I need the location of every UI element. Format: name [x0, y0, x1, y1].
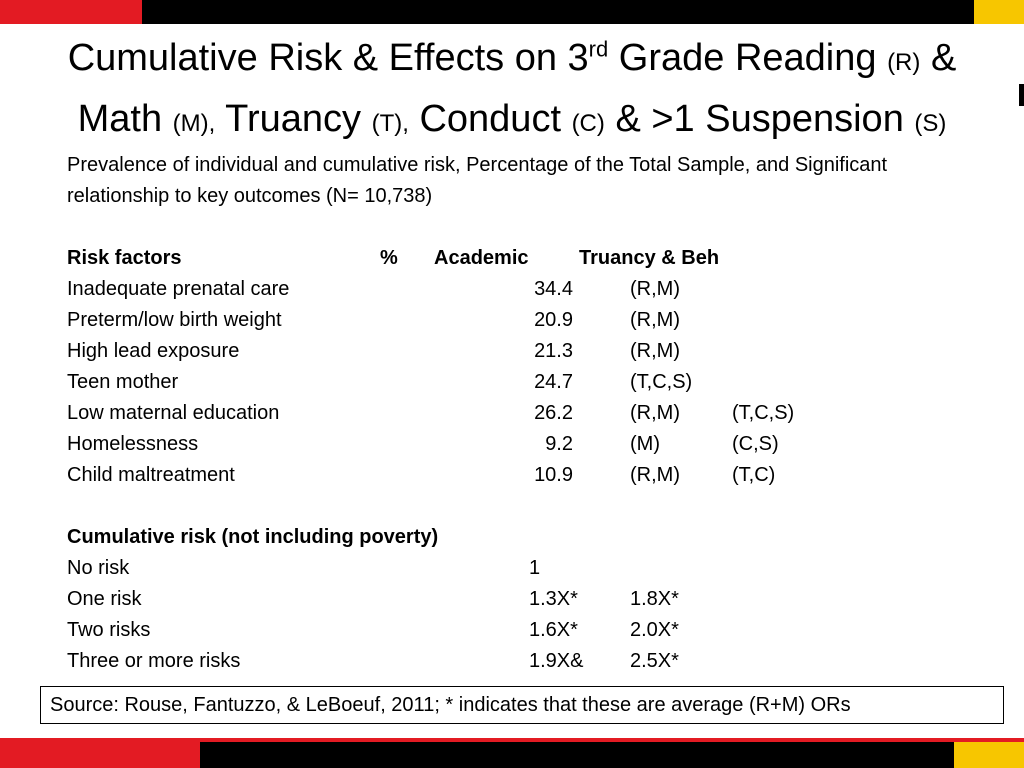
academic-outcomes: (R,M) [630, 309, 680, 331]
risk-factor-label: Homelessness [67, 433, 199, 455]
cumulative-header: Cumulative risk (not including poverty) [67, 526, 439, 548]
intro-text: Prevalence of individual and cumulative … [67, 154, 888, 207]
table-row: High lead exposure 21.3 (R,M) [67, 336, 967, 367]
title-text: & >1 Suspension [604, 98, 915, 140]
list-item: One risk 1.3X* 1.8X* [67, 584, 967, 615]
title-abbrev: (S) [914, 110, 947, 137]
title-superscript: rd [588, 36, 609, 62]
cumulative-value-academic: 1.3X* [529, 588, 578, 610]
risk-percent: 26.2 [534, 402, 573, 424]
truancy-outcomes: (T,C,S) [732, 402, 795, 424]
cumulative-label: One risk [67, 588, 142, 610]
slide-body: Prevalence of individual and cumulative … [67, 150, 967, 677]
title-text: & [920, 37, 957, 79]
list-item: Three or more risks 1.9X& 2.5X* [67, 646, 967, 677]
table-header-row: Risk factors % Academic Truancy & Beh [67, 243, 967, 274]
title-text: Grade Reading [608, 37, 888, 79]
title-text: Cumulative Risk & Effects on 3 [67, 37, 589, 79]
title-line-2: Math (M), Truancy (T), Conduct (C) & >1 … [0, 91, 1024, 152]
header-truancy-behavior: Truancy & Beh [579, 247, 720, 269]
risk-percent: 21.3 [534, 340, 573, 362]
risk-factor-label: Inadequate prenatal care [67, 278, 290, 300]
title-line-1: Cumulative Risk & Effects on 3rd Grade R… [0, 30, 1024, 91]
academic-outcomes: (T,C,S) [630, 371, 693, 393]
top-red-bar [0, 0, 142, 24]
academic-outcomes: (M) [630, 433, 660, 455]
section-gap [67, 491, 967, 522]
title-abbrev: (M), [172, 110, 216, 137]
title-abbrev: (C) [571, 110, 605, 137]
top-yellow-bar [974, 0, 1024, 24]
right-edge-tick [1019, 84, 1024, 106]
bottom-red-bar [0, 742, 200, 768]
header-academic: Academic [434, 247, 529, 269]
cumulative-value-truancy: 2.0X* [630, 619, 679, 641]
list-item: Two risks 1.6X* 2.0X* [67, 615, 967, 646]
title-text: Math [77, 98, 173, 140]
table-row: Child maltreatment 10.9 (R,M) (T,C) [67, 460, 967, 491]
cumulative-label: Two risks [67, 619, 151, 641]
risk-factor-label: Low maternal education [67, 402, 280, 424]
table-row: Low maternal education 26.2 (R,M) (T,C,S… [67, 398, 967, 429]
cumulative-value-truancy: 1.8X* [630, 588, 679, 610]
bottom-red-line [0, 738, 1024, 742]
cumulative-label: Three or more risks [67, 650, 241, 672]
cumulative-label: No risk [67, 557, 130, 579]
slide-title: Cumulative Risk & Effects on 3rd Grade R… [0, 30, 1024, 152]
risk-percent: 9.2 [545, 433, 573, 455]
academic-outcomes: (R,M) [630, 340, 680, 362]
risk-percent: 20.9 [534, 309, 573, 331]
academic-outcomes: (R,M) [630, 402, 680, 424]
table-row: Preterm/low birth weight 20.9 (R,M) [67, 305, 967, 336]
risk-factor-label: Preterm/low birth weight [67, 309, 282, 331]
title-abbrev: (T), [371, 110, 409, 137]
table-row: Teen mother 24.7 (T,C,S) [67, 367, 967, 398]
cumulative-value-academic: 1 [529, 557, 541, 579]
title-text: Conduct [408, 98, 572, 140]
truancy-outcomes: (T,C) [732, 464, 776, 486]
truancy-outcomes: (C,S) [732, 433, 779, 455]
cumulative-value-academic: 1.9X& [529, 650, 584, 672]
header-risk-factors: Risk factors [67, 247, 182, 269]
risk-factor-label: High lead exposure [67, 340, 240, 362]
cumulative-header-row: Cumulative risk (not including poverty) [67, 522, 967, 553]
cumulative-value-academic: 1.6X* [529, 619, 578, 641]
source-citation-box: Source: Rouse, Fantuzzo, & LeBoeuf, 2011… [40, 686, 1004, 724]
risk-percent: 24.7 [534, 371, 573, 393]
top-black-bar [142, 0, 974, 24]
risk-percent: 10.9 [534, 464, 573, 486]
table-row: Homelessness 9.2 (M) (C,S) [67, 429, 967, 460]
academic-outcomes: (R,M) [630, 278, 680, 300]
title-abbrev: (R) [887, 49, 921, 76]
header-percent: % [380, 247, 398, 269]
table-row: Inadequate prenatal care 34.4 (R,M) [67, 274, 967, 305]
risk-percent: 34.4 [534, 278, 573, 300]
risk-factor-label: Child maltreatment [67, 464, 235, 486]
bottom-yellow-bar [954, 742, 1024, 768]
cumulative-value-truancy: 2.5X* [630, 650, 679, 672]
title-text: Truancy [215, 98, 372, 140]
list-item: No risk 1 [67, 553, 967, 584]
risk-factor-label: Teen mother [67, 371, 179, 393]
academic-outcomes: (R,M) [630, 464, 680, 486]
